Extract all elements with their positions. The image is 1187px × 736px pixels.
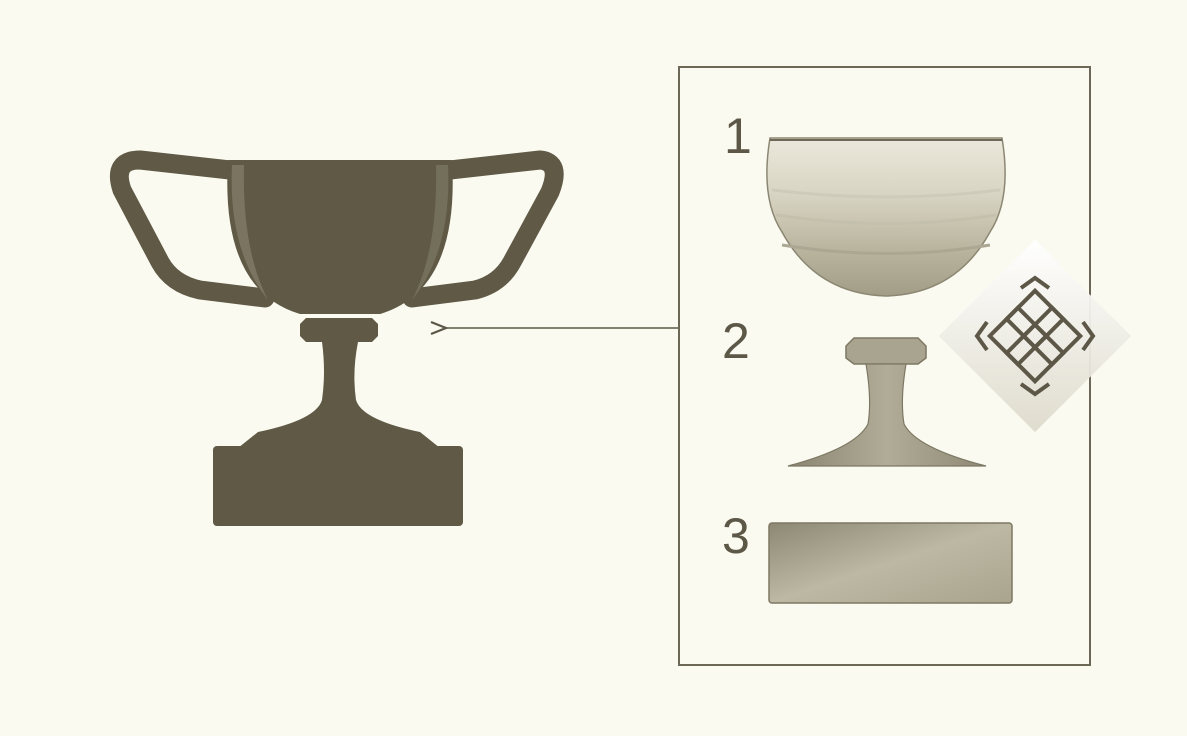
trophy-icon (119, 160, 554, 526)
part-stem (788, 338, 986, 466)
part-number-1: 1 (724, 108, 752, 164)
trophy-bowl (227, 160, 452, 314)
trophy-stem (238, 342, 440, 448)
trophy-collar (300, 318, 378, 342)
trophy-base (213, 446, 463, 526)
part-number-3: 3 (722, 508, 750, 564)
part-cup-bowl (767, 138, 1005, 296)
part-base (769, 523, 1012, 603)
part-number-2: 2 (722, 313, 750, 369)
